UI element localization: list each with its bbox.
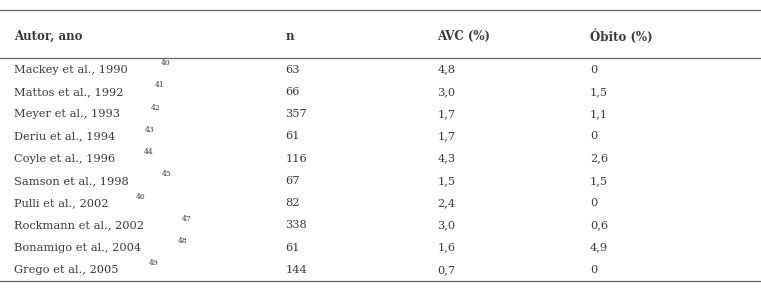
Text: 49: 49 bbox=[148, 259, 158, 267]
Text: 2,4: 2,4 bbox=[438, 198, 456, 208]
Text: 4,3: 4,3 bbox=[438, 154, 456, 164]
Text: 144: 144 bbox=[285, 265, 307, 275]
Text: Óbito (%): Óbito (%) bbox=[590, 29, 652, 44]
Text: Meyer et al., 1993: Meyer et al., 1993 bbox=[14, 109, 119, 119]
Text: 44: 44 bbox=[144, 148, 154, 156]
Text: 4,8: 4,8 bbox=[438, 65, 456, 74]
Text: Rockmann et al., 2002: Rockmann et al., 2002 bbox=[14, 220, 144, 230]
Text: Pulli et al., 2002: Pulli et al., 2002 bbox=[14, 198, 108, 208]
Text: Coyle et al., 1996: Coyle et al., 1996 bbox=[14, 154, 115, 164]
Text: 1,6: 1,6 bbox=[438, 243, 456, 253]
Text: 1,7: 1,7 bbox=[438, 131, 456, 141]
Text: 66: 66 bbox=[285, 87, 300, 97]
Text: 3,0: 3,0 bbox=[438, 220, 456, 230]
Text: 61: 61 bbox=[285, 131, 300, 141]
Text: 116: 116 bbox=[285, 154, 307, 164]
Text: AVC (%): AVC (%) bbox=[438, 30, 491, 43]
Text: 61: 61 bbox=[285, 243, 300, 253]
Text: 338: 338 bbox=[285, 220, 307, 230]
Text: 63: 63 bbox=[285, 65, 300, 74]
Text: n: n bbox=[285, 30, 294, 43]
Text: 1,5: 1,5 bbox=[590, 87, 608, 97]
Text: 43: 43 bbox=[145, 126, 154, 134]
Text: Grego et al., 2005: Grego et al., 2005 bbox=[14, 265, 118, 275]
Text: 82: 82 bbox=[285, 198, 300, 208]
Text: 0: 0 bbox=[590, 131, 597, 141]
Text: Autor, ano: Autor, ano bbox=[14, 30, 82, 43]
Text: 48: 48 bbox=[178, 237, 187, 245]
Text: 40: 40 bbox=[161, 59, 170, 67]
Text: 45: 45 bbox=[162, 170, 171, 178]
Text: 3,0: 3,0 bbox=[438, 87, 456, 97]
Text: 42: 42 bbox=[151, 104, 161, 112]
Text: Mattos et al., 1992: Mattos et al., 1992 bbox=[14, 87, 123, 97]
Text: 2,6: 2,6 bbox=[590, 154, 608, 164]
Text: 1,5: 1,5 bbox=[590, 176, 608, 186]
Text: Deriu et al., 1994: Deriu et al., 1994 bbox=[14, 131, 115, 141]
Text: Samson et al., 1998: Samson et al., 1998 bbox=[14, 176, 129, 186]
Text: 67: 67 bbox=[285, 176, 300, 186]
Text: 0,6: 0,6 bbox=[590, 220, 608, 230]
Text: 4,9: 4,9 bbox=[590, 243, 608, 253]
Text: 41: 41 bbox=[155, 81, 164, 89]
Text: 1,1: 1,1 bbox=[590, 109, 608, 119]
Text: 46: 46 bbox=[135, 193, 145, 201]
Text: 357: 357 bbox=[285, 109, 307, 119]
Text: 0: 0 bbox=[590, 65, 597, 74]
Text: 1,5: 1,5 bbox=[438, 176, 456, 186]
Text: 0,7: 0,7 bbox=[438, 265, 456, 275]
Text: Mackey et al., 1990: Mackey et al., 1990 bbox=[14, 65, 127, 74]
Text: 0: 0 bbox=[590, 265, 597, 275]
Text: Bonamigo et al., 2004: Bonamigo et al., 2004 bbox=[14, 243, 141, 253]
Text: 1,7: 1,7 bbox=[438, 109, 456, 119]
Text: 0: 0 bbox=[590, 198, 597, 208]
Text: 47: 47 bbox=[181, 215, 191, 223]
